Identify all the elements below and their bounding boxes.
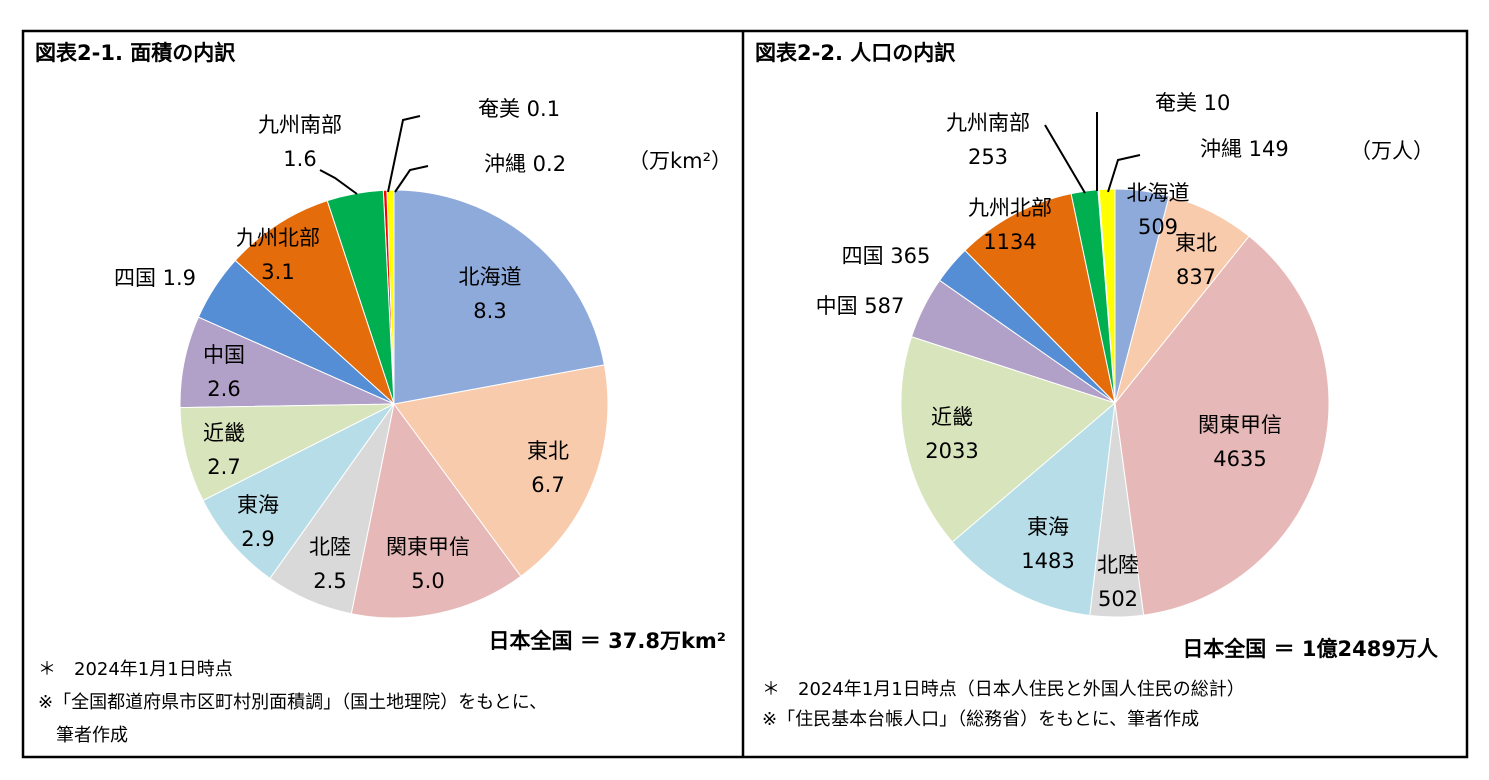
chart-title: 図表2-2. 人口の内訳 <box>755 41 956 65</box>
data-label: 四国 365 <box>842 244 931 268</box>
data-label: 東海 1483 <box>1021 515 1074 573</box>
leader-line <box>1044 124 1086 194</box>
data-label: 関東甲信 5.0 <box>386 535 470 593</box>
population-pie-panel: 図表2-2. 人口の内訳 （万人） 日本全国 ＝ 1億2489万人 ＊ 2024… <box>755 41 1438 730</box>
data-label: 四国 1.9 <box>114 266 196 290</box>
data-label: 奄美 0.1 <box>478 97 560 121</box>
pie-slice-9 <box>964 192 1116 405</box>
leader-line <box>387 115 421 193</box>
data-label: 北陸 2.5 <box>309 535 351 593</box>
note-line: ＊ 2024年1月1日時点（日本人住民と外国人住民の総計） <box>762 679 1245 700</box>
pie-slice-3 <box>350 402 522 619</box>
pie-slice-1 <box>1114 188 1170 404</box>
pie-slice-6 <box>900 336 1117 543</box>
data-label: 九州南部 1.6 <box>258 113 342 171</box>
note-line: ＊ 2024年1月1日時点 <box>38 659 233 680</box>
data-label: 近畿 2033 <box>925 405 978 463</box>
data-label: 九州南部 253 <box>946 111 1030 169</box>
pie-slice-5 <box>202 403 395 580</box>
leader-line <box>1107 154 1141 193</box>
unit-label: （万km²） <box>628 149 732 173</box>
pie-slice-5 <box>951 401 1116 617</box>
data-label: 沖縄 149 <box>1200 137 1289 161</box>
note-line: ※「全国都道府県市区町村別面積調」（国土地理院）をもとに、 <box>38 692 547 713</box>
data-label: 九州北部 3.1 <box>236 226 320 284</box>
data-label: 奄美 10 <box>1155 91 1230 115</box>
data-label: 沖縄 0.2 <box>484 152 566 176</box>
pie-slice-2 <box>393 364 609 577</box>
leader-line <box>319 169 358 195</box>
total-label: 日本全国 ＝ 37.8万km² <box>489 629 726 653</box>
data-label: 関東甲信 4635 <box>1198 413 1282 471</box>
data-label: 中国 587 <box>816 294 905 318</box>
note-line: ※「住民基本台帳人口」（総務省）をもとに、筆者作成 <box>762 709 1199 730</box>
leader-line <box>394 165 429 193</box>
data-label: 北陸 502 <box>1097 553 1139 611</box>
data-label: 北海道 8.3 <box>459 265 522 323</box>
note-line: 筆者作成 <box>38 725 128 746</box>
data-label: 九州北部 1134 <box>968 196 1052 254</box>
data-label: 近畿 2.7 <box>203 421 245 479</box>
total-label: 日本全国 ＝ 1億2489万人 <box>1182 637 1438 661</box>
pie-slice-9 <box>234 200 396 406</box>
pie-slice-3 <box>1114 235 1330 616</box>
area-pie-panel: 図表2-1. 面積の内訳 （万km²） 日本全国 ＝ 37.8万km² ＊ 20… <box>35 41 732 746</box>
chart-title: 図表2-1. 面積の内訳 <box>35 41 236 65</box>
data-label: 中国 2.6 <box>203 343 245 401</box>
frame-border <box>21 29 1469 759</box>
pie-slice-1 <box>393 189 605 405</box>
data-label: 東海 2.9 <box>237 493 279 551</box>
unit-label: （万人） <box>1350 139 1434 163</box>
data-label: 東北 6.7 <box>527 439 569 497</box>
data-label: 東北 837 <box>1175 231 1217 289</box>
data-label: 北海道 509 <box>1127 181 1190 239</box>
